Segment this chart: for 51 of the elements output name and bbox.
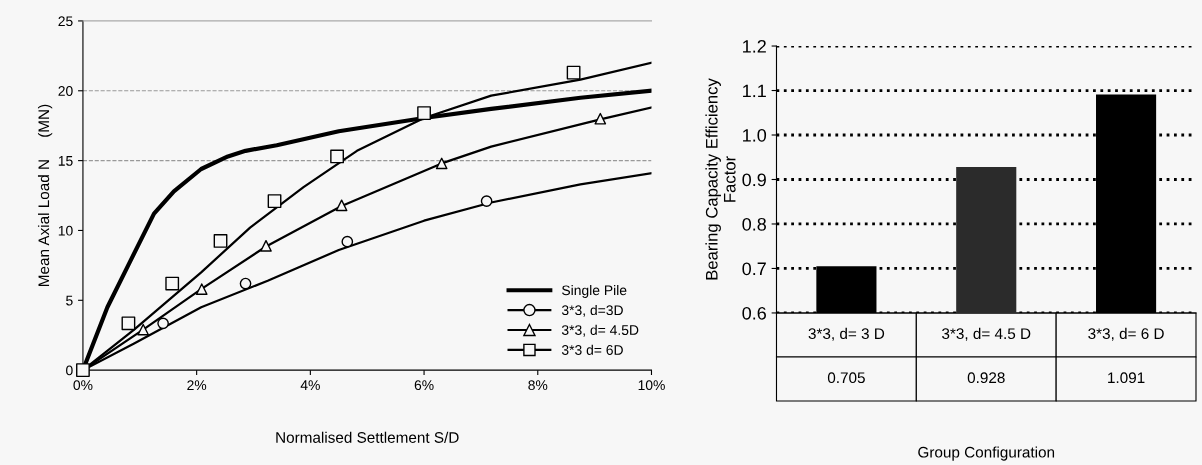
y-axis-title: Mean Axial Load N (MN) (37, 104, 53, 286)
y-axis-title: Bearing Capacity Efficiency Factor (705, 78, 736, 280)
y-tick-label: 0 (66, 365, 73, 376)
x-tick-label: 8% (528, 380, 548, 391)
point (121, 316, 136, 331)
y-tick-label: 1.0 (743, 128, 767, 142)
point (239, 277, 252, 290)
point (165, 276, 180, 291)
point (335, 199, 348, 212)
point (435, 157, 448, 170)
x-tick-label: 3*3, d= 3 D (808, 327, 885, 341)
point (137, 323, 150, 336)
y-tick-label: 25 (58, 16, 73, 27)
y-tick-label: 0.6 (742, 306, 766, 320)
x-tick-label: 3*3, d= 4.5 D (942, 327, 1031, 341)
legend-label: 3*3 d= 6D (561, 344, 623, 355)
x-axis-title: Group Configuration (918, 446, 1055, 461)
point (480, 195, 493, 207)
y-tick-label: 0.8 (742, 217, 766, 231)
point (213, 234, 228, 248)
y-tick-label: 15 (58, 156, 73, 166)
point (417, 106, 431, 121)
x-tick-label: 2% (187, 380, 207, 391)
y-tick-label: 1.1 (743, 84, 766, 98)
y-tick-label: 0.7 (742, 262, 766, 276)
data-label: 0.928 (967, 372, 1005, 384)
y-tick-label: 5 (66, 295, 73, 306)
legend-label: 3*3, d= 4.5D (561, 324, 639, 337)
y-tick-label: 1.2 (743, 39, 766, 53)
y-tick-label: 10 (58, 225, 73, 236)
x-tick-label: 3*3, d= 6 D (1088, 327, 1164, 341)
data-label: 1.091 (1108, 372, 1145, 384)
point (260, 239, 272, 252)
y-tick-label: 20 (58, 86, 73, 96)
x-tick-label: 10% (638, 380, 665, 391)
x-tick-label: 6% (414, 380, 434, 391)
data-label: 0.705 (827, 372, 865, 384)
legend-label: 3*3, d=3D (561, 304, 623, 317)
legend-label: Single Pile (562, 285, 627, 298)
point (566, 65, 581, 80)
point (195, 283, 208, 295)
point (341, 235, 354, 248)
point (594, 112, 607, 125)
x-tick-label: 0% (73, 380, 93, 391)
x-axis-title: Normalised Settlement S/D (276, 431, 459, 443)
point (157, 317, 169, 330)
point (267, 194, 282, 209)
point (330, 149, 344, 164)
point (76, 363, 90, 378)
y-tick-label: 0.9 (742, 173, 766, 187)
x-tick-label: 4% (300, 380, 320, 391)
